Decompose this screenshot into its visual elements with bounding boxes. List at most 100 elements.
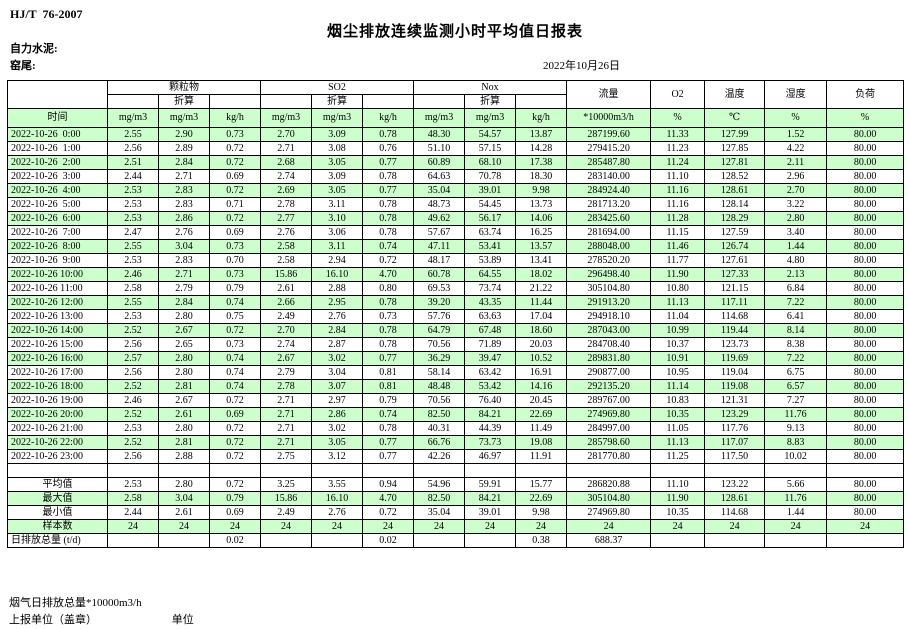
value-cell: 2.80 — [764, 211, 828, 226]
value-cell: 2.68 — [260, 155, 312, 170]
header-row-groups: 颗粒物 SO2 Nox 流量 O2 温度 湿度 负荷 — [7, 80, 905, 109]
col-flow: 流量 — [566, 80, 652, 109]
value-cell: 53.42 — [464, 379, 517, 394]
unit-nox-kgh: kg/h — [515, 108, 568, 128]
value-cell: 2.83 — [158, 183, 210, 198]
summary-row: 日排放总量 (t/d) 0.02 0.02 0.38 688.37 — [7, 533, 905, 548]
value-cell: 16.10 — [311, 267, 363, 282]
value-cell: 0.77 — [361, 155, 415, 170]
value-cell: 5.66 — [764, 477, 828, 492]
value-cell: 20.45 — [515, 393, 568, 408]
value-cell: 16.10 — [311, 491, 363, 506]
value-cell: 11.44 — [515, 295, 568, 310]
value-cell: 47.11 — [413, 239, 466, 254]
value-cell: 11.15 — [650, 225, 706, 240]
value-cell: 6.41 — [764, 309, 828, 324]
col-group-so2: SO2 — [259, 80, 415, 95]
value-cell: 284997.00 — [566, 421, 652, 436]
value-cell: 11.90 — [650, 267, 706, 282]
value-cell: 11.10 — [650, 477, 706, 492]
value-cell: 2.52 — [107, 379, 159, 394]
value-cell: 2.90 — [158, 127, 210, 142]
value-cell — [107, 463, 159, 478]
summary-row: 最大值 2.58 3.04 0.79 15.86 16.10 4.70 82.50 84.21 2… — [7, 491, 905, 506]
value-cell: 2.84 — [158, 295, 210, 310]
value-cell: 0.77 — [361, 449, 415, 464]
value-cell: 57.67 — [413, 225, 466, 240]
value-cell: 0.70 — [209, 253, 261, 268]
value-cell: 2.56 — [107, 365, 159, 380]
value-cell: 291913.20 — [566, 295, 652, 310]
sub-blank — [515, 94, 568, 109]
value-cell: 2.71 — [158, 267, 210, 282]
value-cell: 46.97 — [464, 449, 517, 464]
value-cell: 2.67 — [260, 351, 312, 366]
value-cell: 11.49 — [515, 421, 568, 436]
time-cell: 2022-10-26 20:00 — [7, 407, 108, 422]
value-cell — [704, 463, 766, 478]
value-cell: 2.44 — [107, 505, 159, 520]
value-cell: 80.00 — [826, 127, 905, 142]
value-cell: 80.00 — [826, 491, 905, 506]
value-cell: 13.41 — [515, 253, 568, 268]
value-cell: 0.73 — [209, 127, 261, 142]
value-cell: 53.89 — [464, 253, 517, 268]
report-title: 烟尘排放连续监测小时平均值日报表 — [326, 24, 583, 40]
value-cell: 3.05 — [311, 155, 363, 170]
value-cell: 0.72 — [361, 253, 415, 268]
value-cell: 17.38 — [515, 155, 568, 170]
value-cell: 66.76 — [413, 435, 466, 450]
summary-label: 平均值 — [7, 477, 108, 492]
value-cell: 82.50 — [413, 491, 466, 506]
value-cell: 10.80 — [650, 281, 706, 296]
value-cell: 0.72 — [209, 477, 261, 492]
value-cell: 8.38 — [764, 337, 828, 352]
value-cell — [464, 533, 517, 548]
value-cell: 127.85 — [704, 141, 766, 156]
value-cell: 60.78 — [413, 267, 466, 282]
value-cell: 80.00 — [826, 211, 905, 226]
value-cell: 0.73 — [209, 239, 261, 254]
time-cell: 2022-10-26 5:00 — [7, 197, 108, 212]
time-cell: 2022-10-26 23:00 — [7, 449, 108, 464]
value-cell: 2.76 — [311, 309, 363, 324]
time-cell: 2022-10-26 10:00 — [7, 267, 108, 282]
data-row: 2022-10-26 2:00 2.51 2.84 0.72 2.68 3.05 0.77 6… — [7, 155, 905, 170]
value-cell: 70.56 — [413, 393, 466, 408]
value-cell: 80.00 — [826, 169, 905, 184]
value-cell: 2.53 — [107, 421, 159, 436]
value-cell: 80.00 — [826, 267, 905, 282]
value-cell — [107, 533, 159, 548]
value-cell: 0.79 — [209, 491, 261, 506]
value-cell: 11.76 — [764, 491, 828, 506]
value-cell: 39.47 — [464, 351, 517, 366]
value-cell: 2.94 — [311, 253, 363, 268]
value-cell: 15.77 — [515, 477, 568, 492]
value-cell — [158, 463, 210, 478]
value-cell: 0.73 — [361, 309, 415, 324]
value-cell: 11.23 — [650, 141, 706, 156]
value-cell: 3.07 — [311, 379, 363, 394]
value-cell: 24 — [361, 519, 415, 534]
value-cell: 2.49 — [260, 505, 312, 520]
value-cell: 128.61 — [704, 491, 766, 506]
site-name: 窑尾: — [10, 60, 36, 72]
value-cell: 2.89 — [158, 141, 210, 156]
value-cell: 64.79 — [413, 323, 466, 338]
data-row: 2022-10-26 20:00 2.52 2.61 0.69 2.71 2.86 0.74… — [7, 407, 905, 422]
value-cell: 117.07 — [704, 435, 766, 450]
value-cell: 121.15 — [704, 281, 766, 296]
value-cell: 2.53 — [107, 197, 159, 212]
value-cell: 2.61 — [158, 407, 210, 422]
value-cell: 2.80 — [158, 421, 210, 436]
value-cell — [764, 533, 828, 548]
value-cell: 9.98 — [515, 183, 568, 198]
value-cell: 114.68 — [704, 309, 766, 324]
value-cell: 10.95 — [650, 365, 706, 380]
time-cell: 2022-10-26 1:00 — [7, 141, 108, 156]
value-cell: 2.55 — [107, 127, 159, 142]
value-cell: 0.74 — [209, 379, 261, 394]
value-cell: 80.00 — [826, 183, 905, 198]
value-cell: 11.76 — [764, 407, 828, 422]
value-cell: 39.01 — [464, 505, 517, 520]
